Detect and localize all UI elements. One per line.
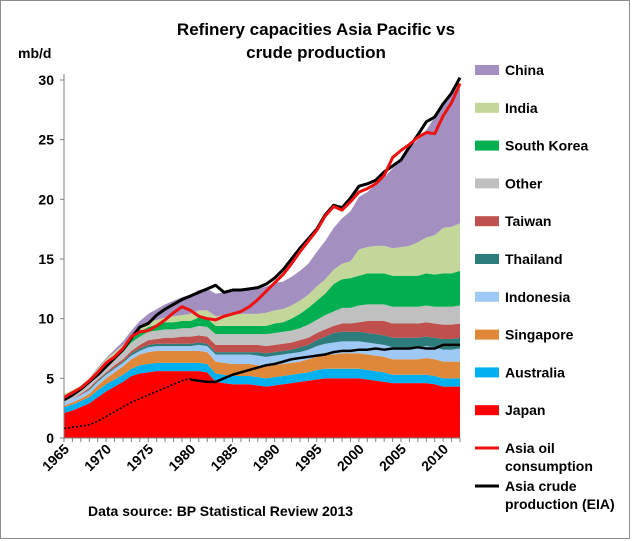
y-tick-label: 10 [38,311,54,327]
x-tick-label: 1975 [123,441,156,474]
legend-label-thailand: Thailand [505,251,563,267]
x-tick-label: 2010 [418,441,451,474]
y-axis-unit-label: mb/d [18,45,51,61]
legend-label-china: China [505,62,544,78]
area-taiwan [64,321,460,403]
x-tick-label: 1985 [207,441,240,474]
legend-label-australia: Australia [505,364,565,380]
legend-swatch-japan [475,405,499,416]
lower-production-line [190,343,460,384]
area-australia [64,362,460,413]
legend-label-taiwan: Taiwan [505,213,551,229]
legend-swatch-south-korea [475,140,499,151]
legend-label-japan: Japan [505,402,545,418]
y-tick-label: 0 [46,430,54,446]
y-tick-label: 5 [46,370,54,386]
area-japan [64,371,460,438]
line-asia-oil-consumption [63,82,462,399]
x-tick-label: 1995 [292,441,325,474]
data-source-note: Data source: BP Statistical Review 2013 [88,503,353,519]
legend-label-asia-crude-production-eia: production (EIA) [505,496,615,512]
x-tick-label: 2005 [376,441,409,474]
x-tick-label: 2000 [334,441,367,474]
legend-label-india: India [505,100,538,116]
legend-swatch-australia [475,367,499,378]
legend: China India South Korea Other Taiwan Thailand… [475,62,615,512]
area-thailand [64,331,460,403]
legend-label-asia-crude-production-eia: Asia crude [505,478,577,494]
area-south-korea [64,270,460,397]
legend-swatch-other [475,178,499,189]
area-singapore [64,350,460,407]
legend-label-other: Other [505,175,543,191]
legend-label-south-korea: South Korea [505,138,588,154]
x-tick-label: 1990 [249,441,282,474]
legend-swatch-taiwan [475,216,499,227]
x-tick-label: 1965 [39,441,72,474]
legend-label-asia-oil-consumption: consumption [505,458,593,474]
area-india [64,223,460,397]
area-china [64,85,460,394]
legend-swatch-india [475,102,499,113]
y-tick-label: 25 [38,132,54,148]
y-tick-label: 20 [38,191,54,207]
y-tick-label: 30 [38,72,54,88]
legend-label-indonesia: Indonesia [505,289,571,305]
y-tick-label: 15 [38,251,54,267]
legend-label-asia-oil-consumption: Asia oil [505,440,555,456]
legend-label-singapore: Singapore [505,327,574,343]
plot-area [63,76,462,438]
chart-title-line-2: crude production [246,43,386,62]
dotted-production-line [63,377,191,430]
legend-swatch-indonesia [475,291,499,302]
chart-title-line-1: Refinery capacities Asia Pacific vs [177,20,455,39]
area-other [64,304,460,403]
legend-swatch-singapore [475,329,499,340]
legend-swatch-china [475,65,499,75]
x-tick-label: 1980 [165,441,198,474]
legend-swatch-thailand [475,254,499,264]
x-tick-label: 1970 [81,441,114,474]
